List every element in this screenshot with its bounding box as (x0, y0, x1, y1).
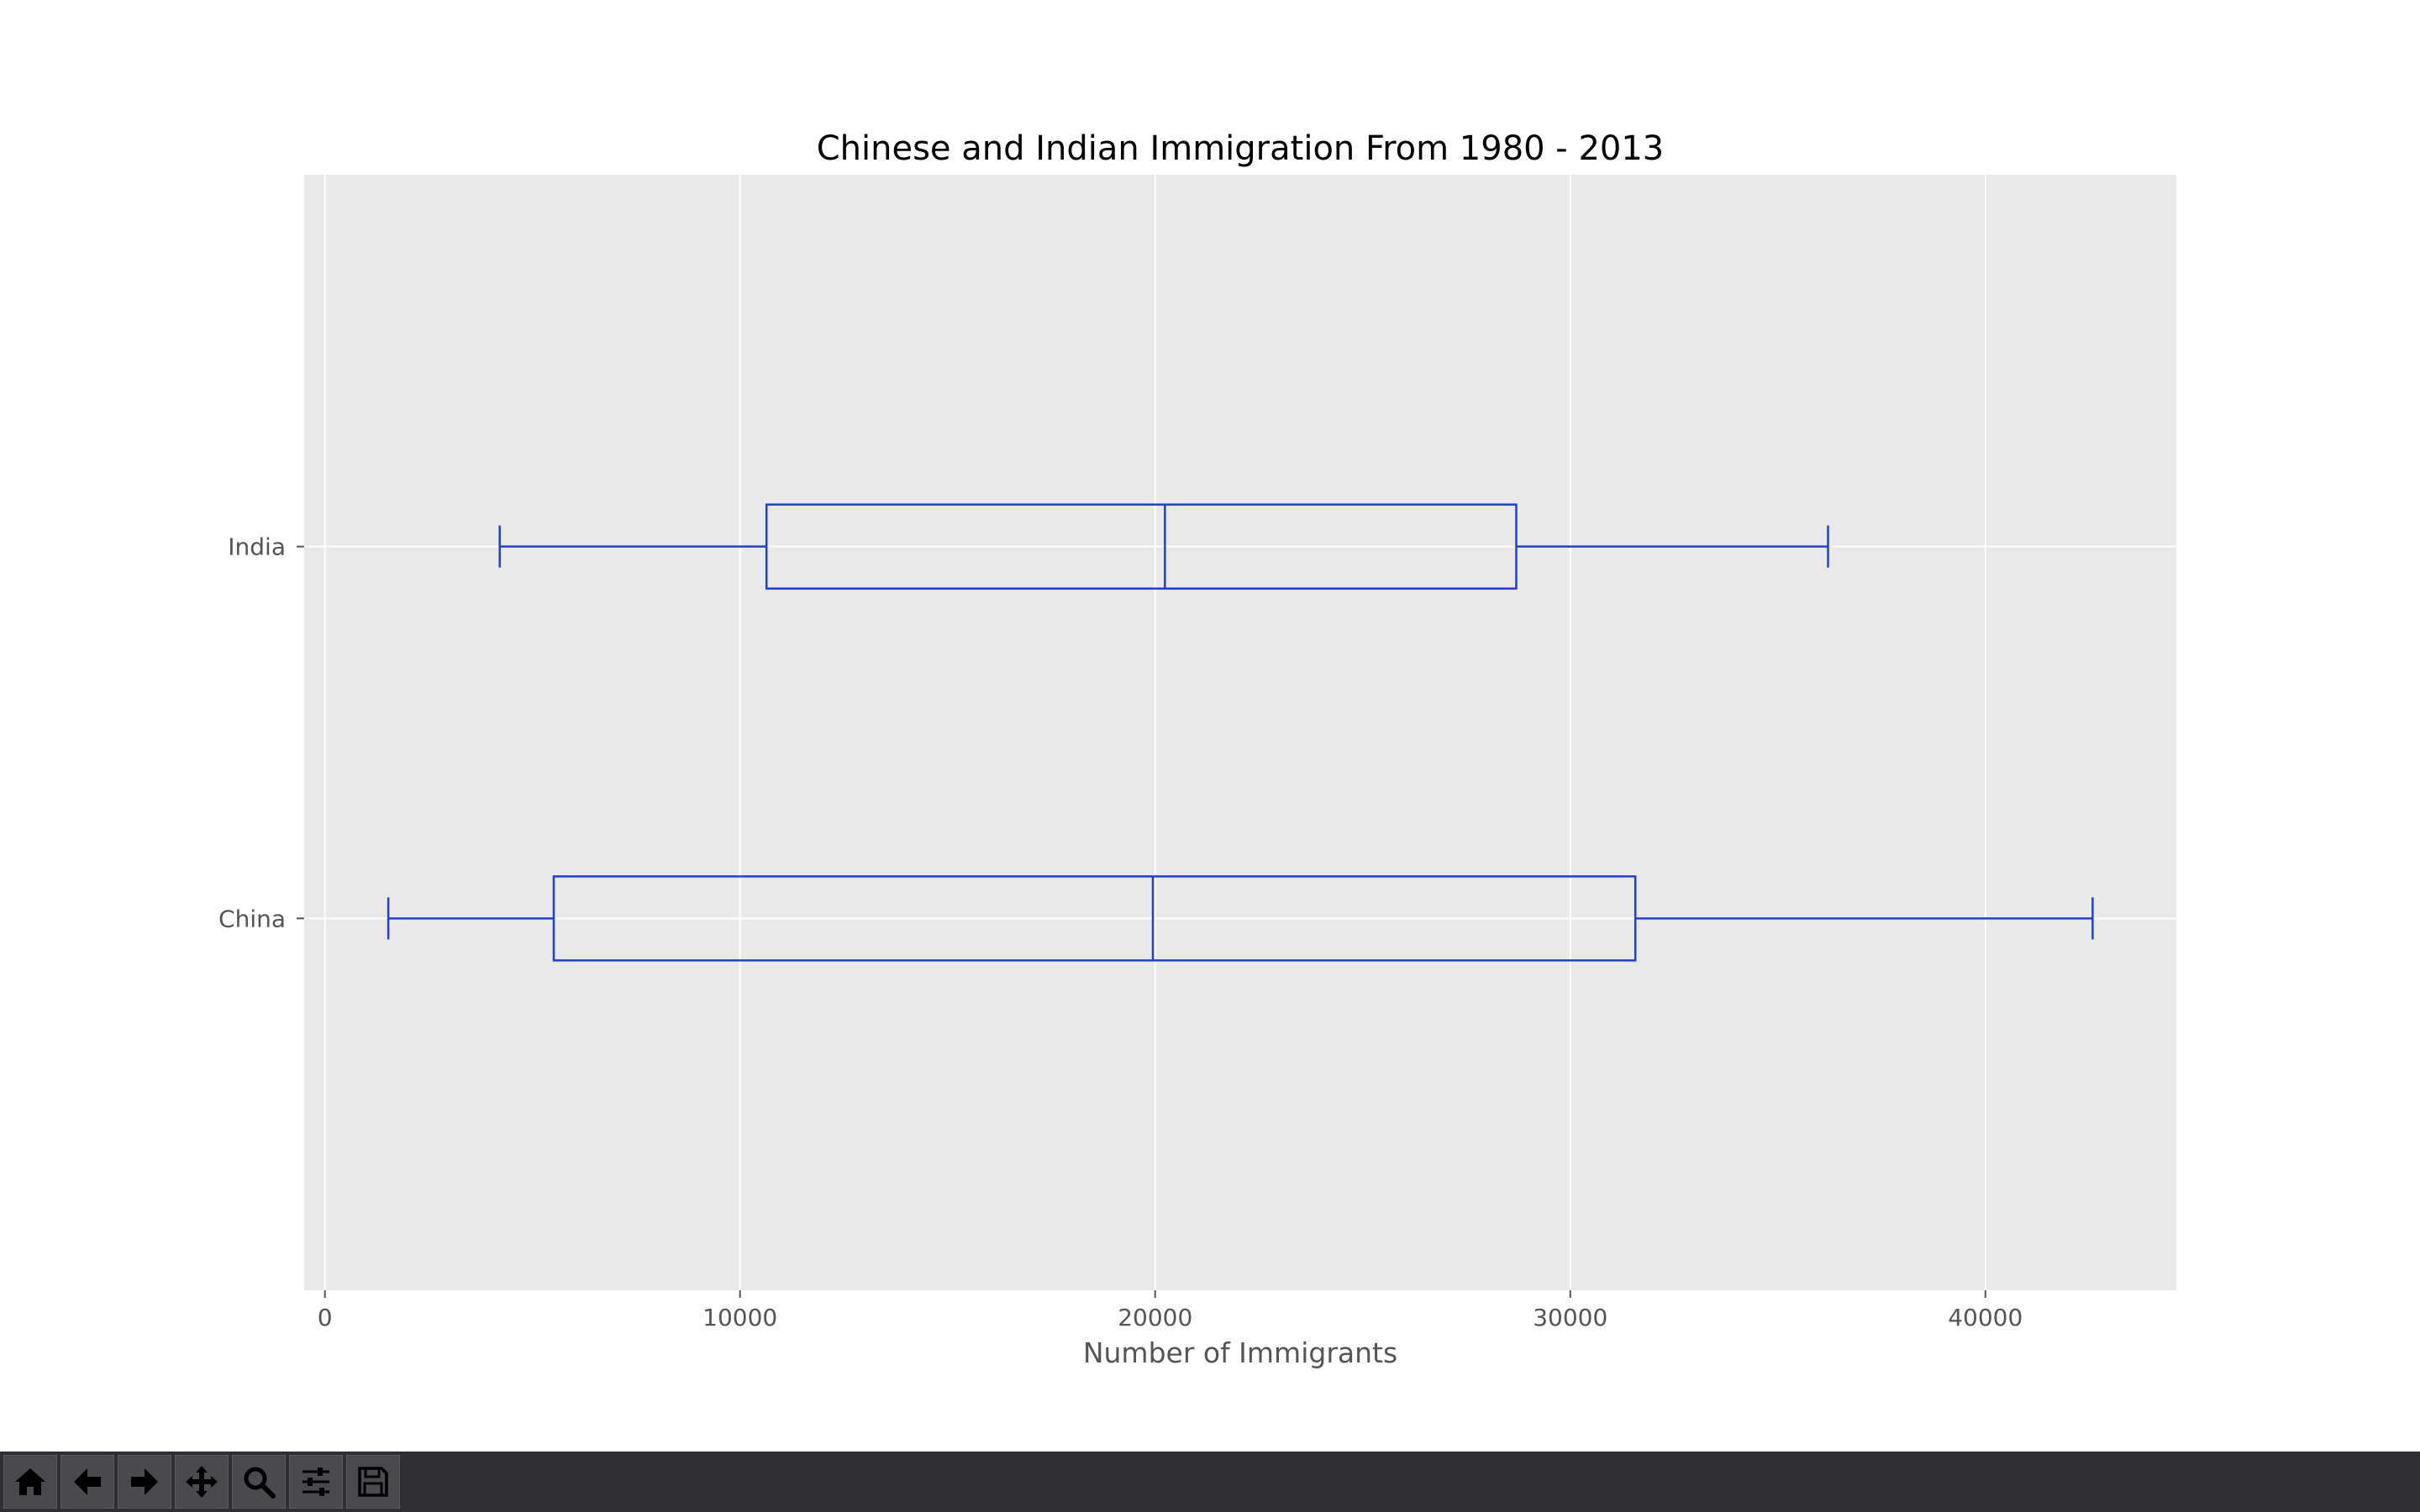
box-series (387, 503, 2094, 962)
x-tick-label: 0 (318, 1304, 333, 1331)
box-india (498, 503, 1829, 590)
zoom-button[interactable] (232, 1455, 286, 1509)
plot-area (304, 175, 2176, 1290)
sliders-icon (302, 1467, 329, 1496)
y-tick-label: China (218, 905, 286, 932)
x-tick-label: 40000 (1948, 1304, 2023, 1331)
forward-button[interactable] (118, 1455, 171, 1509)
x-tick-label: 10000 (702, 1304, 777, 1331)
iqr-box (765, 503, 1518, 590)
magnifier-icon (244, 1467, 276, 1499)
pan-button[interactable] (175, 1455, 229, 1509)
iqr-box (552, 875, 1637, 962)
home-icon (15, 1468, 45, 1495)
navigation-toolbar (0, 1452, 2420, 1512)
x-axis-ticks: 0 10000 20000 30000 40000 (318, 1290, 2023, 1331)
chart-title: Chinese and Indian Immigration From 1980… (817, 129, 1665, 168)
arrow-left-icon (74, 1468, 101, 1495)
arrow-right-icon (131, 1468, 158, 1495)
save-button[interactable] (346, 1455, 400, 1509)
move-icon (186, 1466, 218, 1498)
floppy-disk-icon (358, 1467, 388, 1497)
home-button[interactable] (3, 1455, 57, 1509)
x-axis-label: Number of Immigrants (1083, 1336, 1397, 1369)
x-tick-label: 20000 (1118, 1304, 1192, 1331)
chart: 0 10000 20000 30000 40000 China India Chinese… (218, 129, 2176, 1369)
box-china (387, 875, 2094, 962)
back-button[interactable] (60, 1455, 114, 1509)
x-gridlines (324, 175, 1986, 1290)
configure-button[interactable] (289, 1455, 343, 1509)
x-tick-label: 30000 (1533, 1304, 1607, 1331)
figure: 0 10000 20000 30000 40000 China India Chinese… (218, 129, 2176, 1369)
y-tick-label: India (228, 533, 286, 561)
y-axis-ticks: China India (218, 533, 304, 932)
